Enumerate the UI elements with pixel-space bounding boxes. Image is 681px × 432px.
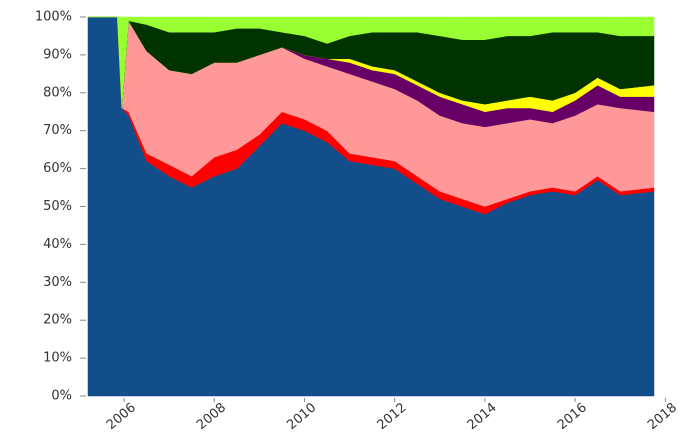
y-tick-label: 50% — [43, 199, 72, 214]
x-tick-label: 2012 — [375, 400, 410, 432]
x-tick-label: 2014 — [465, 400, 500, 432]
y-tick-label: 30% — [43, 275, 72, 290]
y-tick-label: 70% — [43, 123, 72, 138]
y-tick-label: 20% — [43, 313, 72, 328]
y-tick-label: 60% — [43, 161, 72, 176]
y-tick-label: 40% — [43, 237, 72, 252]
x-tick-label: 2016 — [555, 400, 590, 432]
x-tick-label: 2008 — [194, 400, 229, 432]
y-tick-label: 10% — [43, 351, 72, 366]
area — [88, 16, 655, 109]
x-tick-label: 2010 — [284, 400, 319, 432]
y-tick-label: 80% — [43, 85, 72, 100]
y-tick-label: 90% — [43, 47, 72, 62]
x-tick-label: 2018 — [645, 400, 680, 432]
x-tick-label: 2006 — [104, 400, 139, 432]
y-tick-label: 100% — [35, 10, 72, 25]
y-tick-label: 0% — [51, 389, 72, 404]
